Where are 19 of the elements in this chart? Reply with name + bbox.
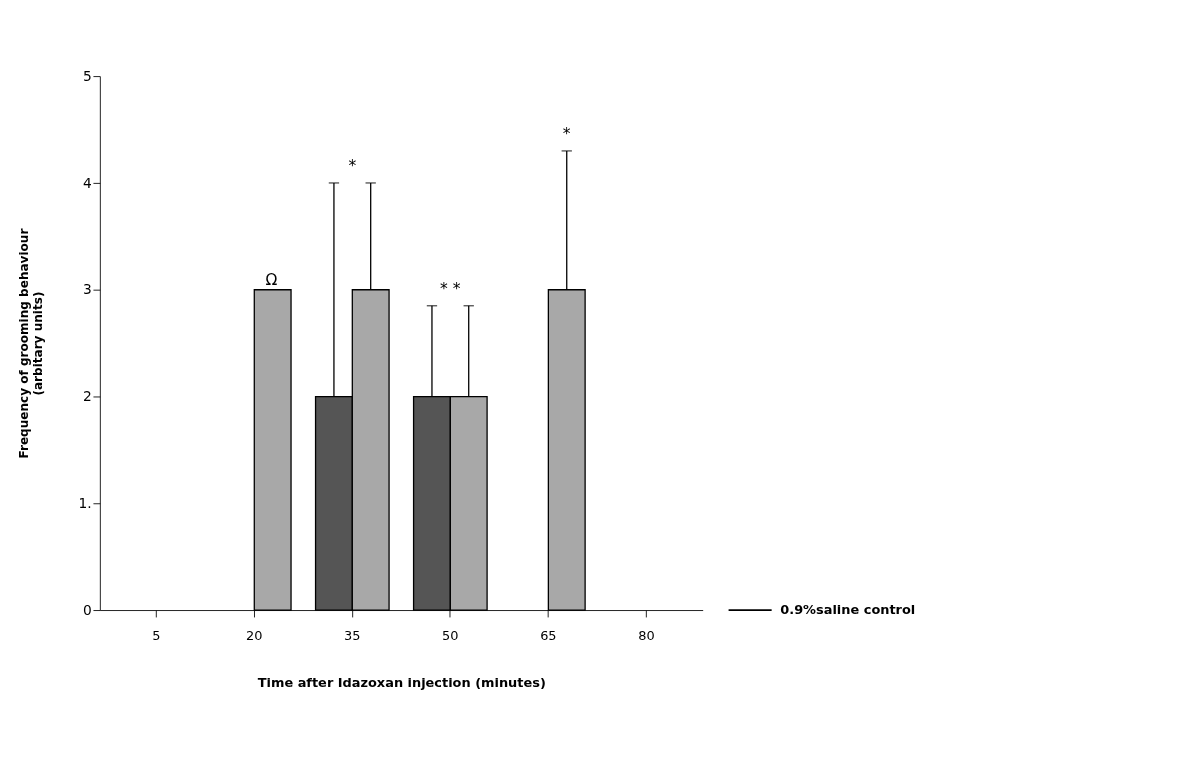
annotation: Ω — [265, 271, 278, 290]
y-tick-label: 1. — [78, 495, 92, 512]
x-tick-label: 20 — [246, 627, 263, 643]
annotation: * * — [440, 279, 461, 298]
annotation: * — [562, 124, 571, 143]
y-axis-title: Frequency of grooming behaviour (arbitary units) — [16, 228, 45, 459]
x-tick-label: 65 — [540, 627, 557, 643]
y-tick-label: 3 — [82, 281, 92, 298]
y-tick-label: 5 — [82, 67, 92, 84]
y-tick-label: 4 — [82, 174, 92, 191]
x-axis-title: Time after Idazoxan injection (minutes) — [257, 675, 546, 691]
x-tick-label: 5 — [152, 627, 161, 643]
x-tick-label: 80 — [638, 627, 655, 643]
x-tick-label: 35 — [344, 627, 361, 643]
y-tick-label: 0 — [82, 601, 92, 618]
annotation: * — [348, 156, 357, 175]
text: 0.9%saline control — [780, 602, 916, 618]
x-tick-label: 50 — [442, 627, 459, 643]
y-tick-label: 2 — [82, 388, 92, 405]
